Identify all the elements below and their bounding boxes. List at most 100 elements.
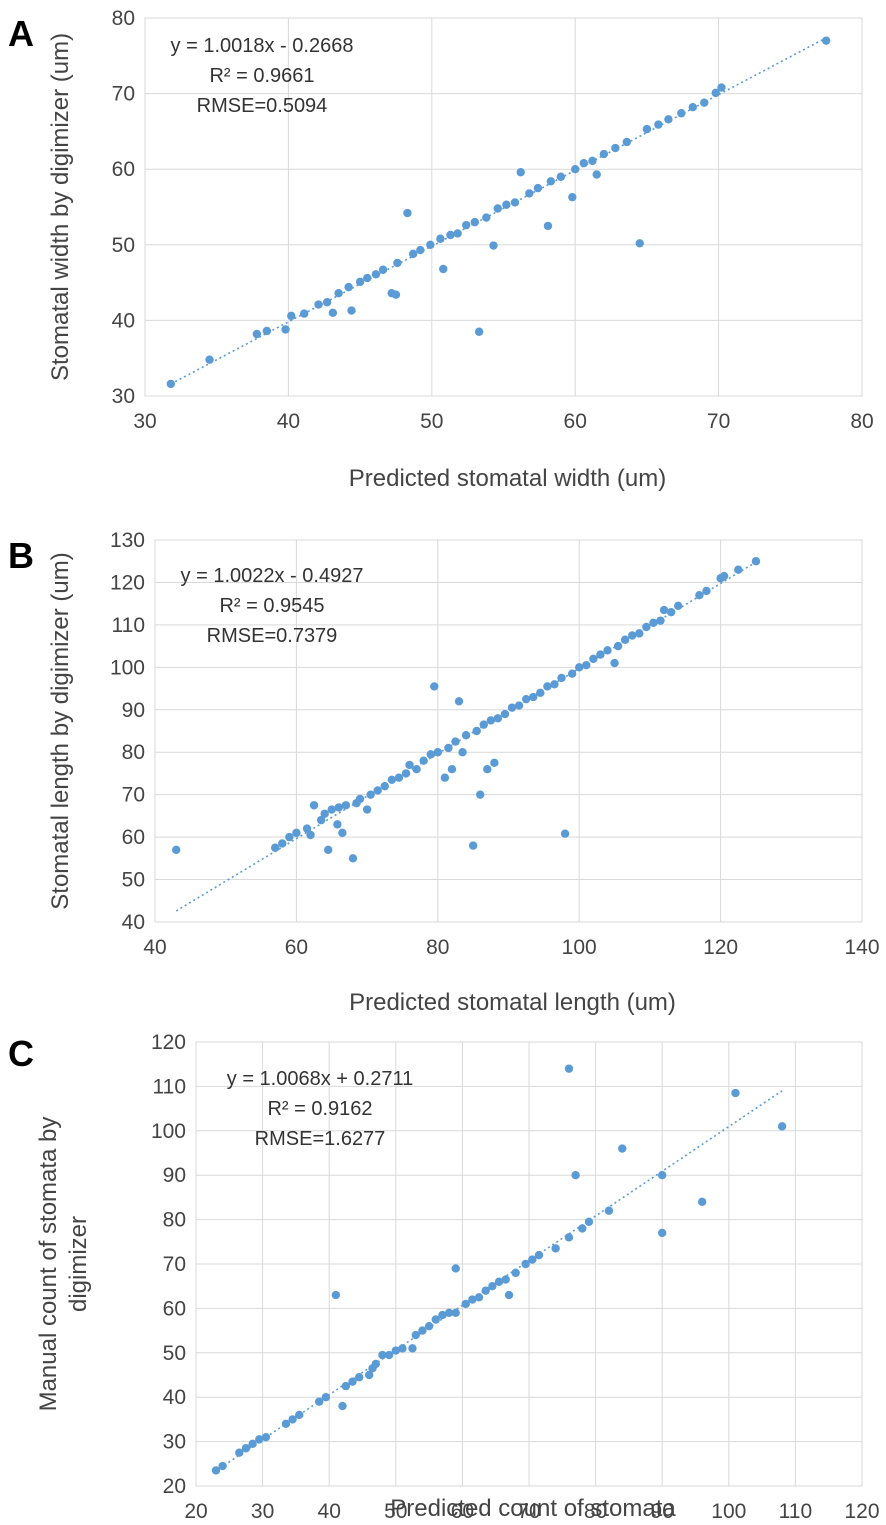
panel-a-data-point <box>252 329 262 339</box>
panel-c-data-point <box>658 1171 667 1180</box>
panel-b-annotation-r2: R² = 0.9545 <box>219 595 324 617</box>
panel-a-xtick-label: 40 <box>277 410 300 433</box>
panel-c-data-point <box>481 1286 490 1295</box>
panel-b-data-point <box>642 622 651 632</box>
panel-c-y-axis-title: Manual count of stomata by digimizer <box>35 1117 92 1412</box>
panel-b-data-point <box>362 805 372 814</box>
panel-a-ytick-label: 70 <box>112 83 135 106</box>
panel-c-xtick-label: 30 <box>251 1500 274 1523</box>
panel-c-data-point <box>578 1224 587 1233</box>
panel-c-data-point <box>488 1282 497 1291</box>
panel-a-data-point <box>688 103 697 112</box>
panel-b-plot-area <box>154 539 863 923</box>
panel-c-data-point <box>777 1122 787 1131</box>
panel-b-data-point <box>380 781 389 791</box>
panel-b-data-point <box>557 673 566 683</box>
panel-a-data-point <box>393 258 402 268</box>
panel-c-data-point <box>494 1277 504 1286</box>
panel-a-xtick-label: 60 <box>564 410 587 433</box>
panel-c-xtick-label: 90 <box>651 1500 674 1523</box>
panel-b-data-point <box>490 758 499 768</box>
panel-a-data-point <box>344 282 353 292</box>
panel-c-data-point <box>341 1381 351 1391</box>
panel-b-data-point <box>610 658 619 668</box>
panel-b-data-point <box>596 650 605 659</box>
panel-b-data-point <box>575 663 584 672</box>
panel-a-data-point <box>622 137 632 147</box>
panel-a-data-point <box>556 172 566 181</box>
panel-b-data-point <box>366 790 375 799</box>
panel-c-data-point <box>338 1401 347 1411</box>
panel-c-xtick-label: 70 <box>517 1500 540 1523</box>
panel-a-data-point <box>426 240 435 249</box>
panel-b-data-point <box>333 820 342 829</box>
panel-c-data-point <box>315 1397 324 1406</box>
panel-a-data-point <box>510 198 520 207</box>
panel-a-data-point <box>571 165 580 174</box>
panel-b-ytick-label: 130 <box>110 529 145 552</box>
panel-c-data-point <box>384 1350 394 1360</box>
panel-b-data-point <box>649 618 658 627</box>
panel-a-data-point <box>579 158 589 168</box>
panel-b-data-point <box>270 843 280 852</box>
panel-c-data-point <box>424 1321 434 1331</box>
panel-c-ytick-label: 50 <box>163 1342 186 1365</box>
panel-c-data-point <box>444 1308 454 1318</box>
panel-b-data-point <box>433 748 442 757</box>
panel-c-data-point <box>288 1415 297 1424</box>
panel-b-data-point <box>458 748 467 757</box>
panel-b-data-point <box>589 654 598 664</box>
panel-a-data-point <box>166 379 176 389</box>
panel-c-data-point <box>451 1308 460 1318</box>
panel-b-ytick-label: 40 <box>122 911 145 934</box>
panel-a-data-point <box>474 327 484 336</box>
panel-b-data-point <box>582 661 591 670</box>
panel-a-xtick-label: 30 <box>133 410 156 433</box>
panel-b-xtick-label: 60 <box>285 936 308 959</box>
panel-a-data-point <box>334 288 343 298</box>
panel-b-data-point <box>316 815 326 825</box>
panel-c-data-point <box>371 1359 381 1369</box>
panel-b-data-point <box>507 703 517 712</box>
panel-c-data-point <box>501 1275 510 1284</box>
panel-a-ytick-label: 50 <box>112 234 135 257</box>
panel-b-annotation-equation: y = 1.0022x - 0.4927 <box>181 565 364 587</box>
panel-c-data-point <box>618 1144 627 1153</box>
panel-a-data-point <box>436 234 445 243</box>
panel-b-ytick-label: 60 <box>122 826 145 849</box>
panel-b-data-point <box>620 635 630 644</box>
panel-c-data-point <box>321 1393 331 1402</box>
panel-b-data-point <box>412 765 421 774</box>
panel-b-data-point <box>278 839 287 848</box>
panel-a-xtick-label: 80 <box>850 410 873 433</box>
panel-b-data-point <box>338 828 347 838</box>
panel-b-data-point <box>567 669 577 678</box>
panel-a-data-point <box>391 290 401 299</box>
panel-a-data-point <box>462 220 471 230</box>
panel-c-data-point <box>468 1295 477 1304</box>
panel-a: A 30 40 50 60 70 80 30 40 50 60 70 80 y = 1.0018x - … <box>8 7 874 492</box>
panel-a-ytick-label: 80 <box>112 7 135 30</box>
panel-a-data-point <box>482 213 491 222</box>
panel-a-data-point <box>205 355 214 364</box>
panel-c-data-point <box>511 1268 520 1278</box>
panel-c-annotation-equation: y = 1.0068x + 0.2711 <box>227 1068 413 1090</box>
panel-b-data-point <box>529 692 538 702</box>
panel-b-data-point <box>673 601 683 610</box>
panel-b-ytick-label: 90 <box>122 699 145 722</box>
panel-c-data-point <box>604 1206 614 1215</box>
panel-c-data-point <box>255 1435 264 1444</box>
panel-a-xtick-label: 50 <box>420 410 443 433</box>
panel-b-ytick-label: 100 <box>110 656 145 679</box>
panel-b-xtick-label: 100 <box>562 936 597 959</box>
panel-b-data-point <box>560 829 570 838</box>
panel-c-data-point <box>564 1064 574 1073</box>
panel-a-data-point <box>281 325 290 334</box>
panel-c-data-point <box>697 1197 707 1207</box>
panel-a-data-point <box>611 143 620 153</box>
panel-c-data-point <box>461 1299 470 1309</box>
panel-b-xtick-label: 80 <box>426 936 449 959</box>
panel-a-data-point <box>355 277 365 287</box>
panel-a-data-point <box>408 249 418 259</box>
panel-a-data-point <box>453 229 462 238</box>
